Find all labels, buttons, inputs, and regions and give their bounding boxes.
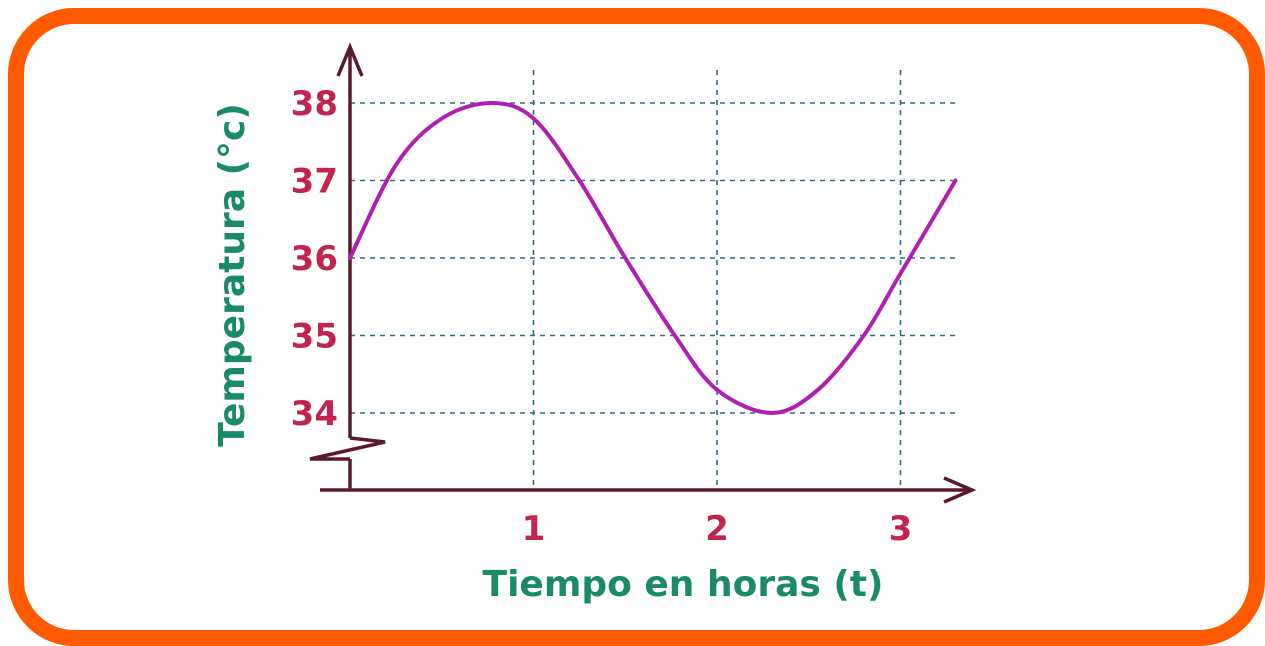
y-tick-label: 34 (291, 394, 338, 434)
axes (309, 42, 977, 504)
y-tick-label: 35 (291, 317, 338, 357)
chart-frame (8, 8, 1265, 646)
y-tick-label: 36 (291, 239, 338, 279)
x-axis-title: Tiempo en horas (t) (483, 564, 884, 605)
series-line (348, 100, 958, 416)
x-tick-label: 2 (705, 509, 729, 549)
tick-labels: 34 35 36 37 38 1 2 3 (291, 84, 913, 549)
y-axis-break (309, 436, 386, 461)
series-group (348, 100, 958, 416)
grid (350, 70, 960, 490)
x-tick-label: 3 (889, 509, 913, 549)
y-tick-label: 37 (291, 162, 338, 202)
y-tick-label: 38 (291, 84, 338, 124)
x-tick-label: 1 (522, 509, 546, 549)
x-axis-arrowhead (943, 476, 977, 504)
y-axis-title: Temperatura (°c) (212, 103, 253, 447)
y-axis-arrowhead (336, 42, 364, 77)
